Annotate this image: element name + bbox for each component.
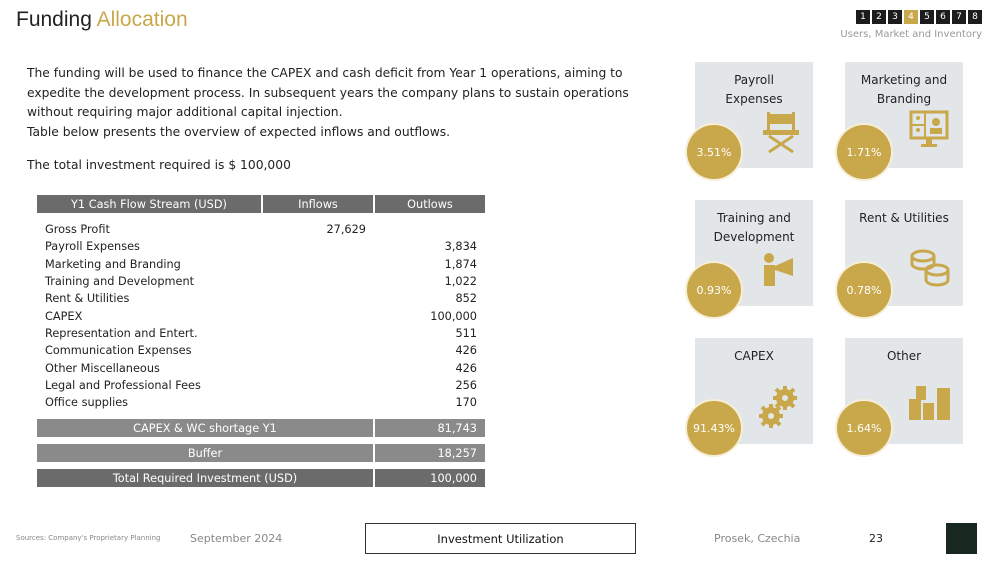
intro-paragraph-2: Table below presents the overview of exp… xyxy=(27,124,451,139)
outflow-value: 1,022 xyxy=(444,274,477,288)
outflow-value: 426 xyxy=(455,344,477,358)
inflow-value xyxy=(262,325,374,342)
column-header: Y1 Cash Flow Stream (USD) xyxy=(37,195,262,213)
footer-date: September 2024 xyxy=(190,532,283,545)
percentage-badge: 0.93% xyxy=(687,263,741,317)
outflow-value: 1,874 xyxy=(444,257,477,271)
total-investment-text: The total investment required is $ 100,0… xyxy=(27,158,291,172)
percentage-badge: 1.71% xyxy=(837,125,891,179)
buildings-icon xyxy=(909,386,951,424)
step-3[interactable]: 3 xyxy=(888,10,902,24)
summary-label: Buffer xyxy=(37,444,373,462)
summary-row-total: Total Required Investment (USD) 100,000 xyxy=(37,469,485,487)
megaphone-person-icon xyxy=(759,248,799,292)
table-row: Gross Profit 27,629 xyxy=(37,213,485,238)
inflow-value xyxy=(262,238,374,255)
percentage-badge: 1.64% xyxy=(837,401,891,455)
inflow-value xyxy=(262,342,374,359)
inflow-value xyxy=(262,255,374,272)
row-label: Gross Profit xyxy=(45,223,110,236)
step-7[interactable]: 7 xyxy=(952,10,966,24)
table-row: Training and Development 1,022 xyxy=(37,273,485,290)
summary-label: Total Required Investment (USD) xyxy=(37,469,373,487)
row-label: Legal and Professional Fees xyxy=(45,378,201,392)
table-row: Communication Expenses 426 xyxy=(37,342,485,359)
row-label: CAPEX xyxy=(45,309,83,323)
card-title: Payroll Expenses xyxy=(725,73,783,106)
outflow-value: 3,834 xyxy=(444,240,477,254)
step-2[interactable]: 2 xyxy=(872,10,886,24)
step-1[interactable]: 1 xyxy=(856,10,870,24)
table-row: Office supplies 170 xyxy=(37,394,485,411)
inflow-value xyxy=(262,377,374,394)
card-title: Marketing and Branding xyxy=(860,73,948,106)
step-8[interactable]: 8 xyxy=(968,10,982,24)
step-6[interactable]: 6 xyxy=(936,10,950,24)
footer-location: Prosek, Czechia xyxy=(714,532,801,545)
inflow-value xyxy=(262,307,374,324)
director-chair-icon xyxy=(759,110,803,158)
percentage-badge: 0.78% xyxy=(837,263,891,317)
inflow-value: 27,629 xyxy=(326,223,366,236)
table-row: Payroll Expenses 3,834 xyxy=(37,238,485,255)
step-4[interactable]: 4 xyxy=(904,10,918,24)
row-label: Communication Expenses xyxy=(45,344,192,358)
step-5[interactable]: 5 xyxy=(920,10,934,24)
outflow-value: 426 xyxy=(455,361,477,375)
inflow-value xyxy=(262,394,374,411)
card-title: Rent & Utilities xyxy=(859,211,949,225)
section-label: Users, Market and Inventory xyxy=(840,29,982,40)
card-title: Other xyxy=(886,349,922,363)
step-navigation: 1 2 3 4 5 6 7 8 xyxy=(856,10,982,24)
column-header: Outlows xyxy=(373,195,485,213)
table-row: Marketing and Branding 1,874 xyxy=(37,255,485,272)
card-title: Training and Development xyxy=(713,211,795,244)
sources-note: Sources: Company's Proprietary Planning xyxy=(16,534,161,542)
video-conference-icon xyxy=(909,110,949,154)
outflow-value: 170 xyxy=(455,396,477,410)
summary-value: 18,257 xyxy=(375,444,485,462)
company-logo xyxy=(946,523,977,554)
summary-row-buffer: Buffer 18,257 xyxy=(37,444,485,462)
row-label: Payroll Expenses xyxy=(45,240,140,254)
gears-icon xyxy=(759,386,799,434)
intro-text: The funding will be used to finance the … xyxy=(27,64,647,142)
inflow-value xyxy=(262,273,374,290)
table-row: Other Miscellaneous 426 xyxy=(37,359,485,376)
summary-value: 81,743 xyxy=(375,419,485,437)
title-main: Funding xyxy=(16,8,92,31)
investment-utilization-button[interactable]: Investment Utilization xyxy=(365,523,636,554)
percentage-badge: 3.51% xyxy=(687,125,741,179)
percentage-badge: 91.43% xyxy=(687,401,741,455)
coins-icon xyxy=(909,248,953,292)
summary-label: CAPEX & WC shortage Y1 xyxy=(37,419,373,437)
row-label: Representation and Entert. xyxy=(45,326,198,340)
outflow-value xyxy=(374,213,485,238)
summary-row-capex-wc: CAPEX & WC shortage Y1 81,743 xyxy=(37,419,485,437)
row-label: Office supplies xyxy=(45,396,129,410)
row-label: Marketing and Branding xyxy=(45,257,181,271)
inflow-value xyxy=(262,290,374,307)
intro-paragraph: The funding will be used to finance the … xyxy=(27,66,629,119)
card-title: CAPEX xyxy=(734,349,774,363)
table-row: Rent & Utilities 852 xyxy=(37,290,485,307)
row-label: Training and Development xyxy=(45,274,195,288)
outflow-value: 852 xyxy=(455,292,477,306)
column-header: Inflows xyxy=(261,195,374,213)
summary-value: 100,000 xyxy=(375,469,485,487)
row-label: Rent & Utilities xyxy=(45,292,130,306)
title-accent: Allocation xyxy=(96,8,188,31)
outflow-value: 100,000 xyxy=(430,309,477,323)
outflow-value: 256 xyxy=(455,378,477,392)
table-row: Representation and Entert. 511 xyxy=(37,325,485,342)
inflow-value xyxy=(262,359,374,376)
page-number: 23 xyxy=(869,532,883,545)
table-row: CAPEX 100,000 xyxy=(37,307,485,324)
outflow-value: 511 xyxy=(455,326,477,340)
cash-flow-table: Y1 Cash Flow Stream (USD) Inflows Outlow… xyxy=(37,195,485,411)
page-title: Funding Allocation xyxy=(16,8,188,32)
row-label: Other Miscellaneous xyxy=(45,361,160,375)
table-row: Legal and Professional Fees 256 xyxy=(37,377,485,394)
